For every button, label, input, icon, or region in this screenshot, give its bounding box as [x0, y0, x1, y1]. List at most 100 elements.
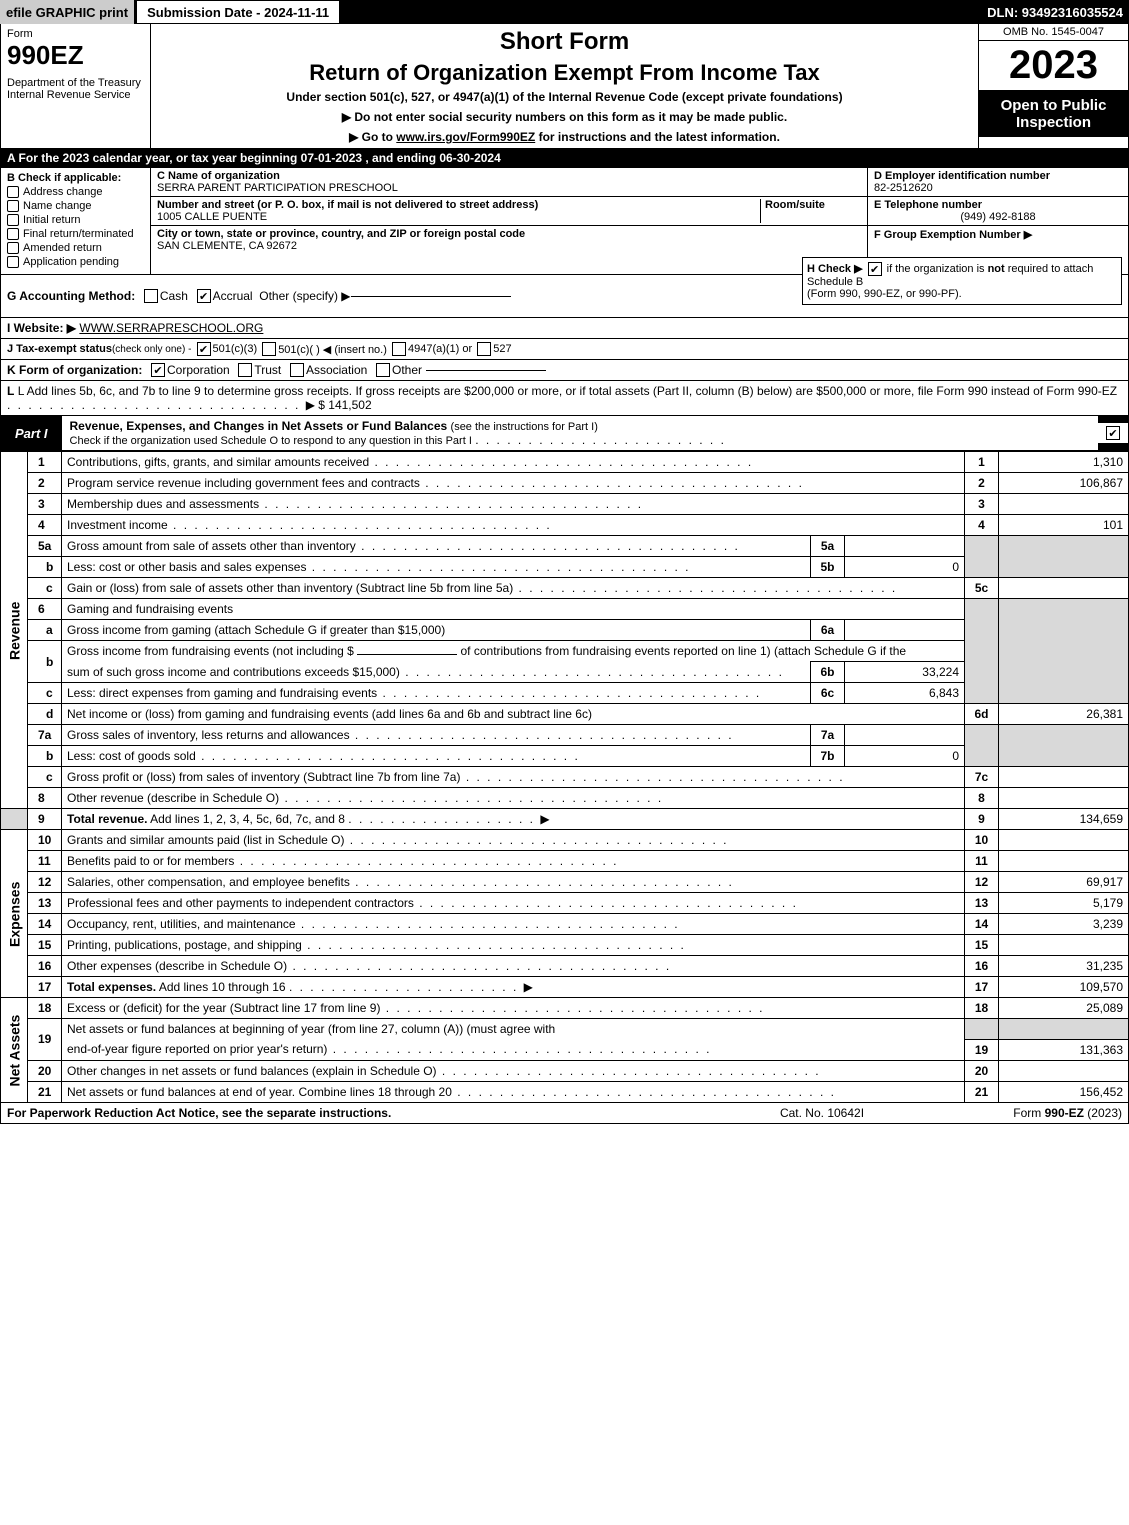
line-5a-mn: 5a [811, 536, 845, 557]
chk-other-org[interactable] [376, 363, 390, 377]
line-9-rot-grey [1, 809, 28, 830]
line-19-rv-grey [999, 1019, 1129, 1040]
chk-527[interactable] [477, 342, 491, 356]
other-specify-input[interactable] [351, 296, 511, 297]
submission-date: Submission Date - 2024-11-11 [136, 0, 340, 24]
line-14-num: 14 [28, 914, 62, 935]
section-b: B Check if applicable: Address change Na… [1, 168, 151, 274]
part-i-checkbox[interactable]: ✔ [1098, 423, 1128, 444]
line-11-rn: 11 [965, 851, 999, 872]
org-name: SERRA PARENT PARTICIPATION PRESCHOOL [157, 182, 861, 194]
line-16: 16 Other expenses (describe in Schedule … [1, 956, 1129, 977]
line-6a-num: a [28, 620, 62, 641]
chk-schedule-b[interactable]: ✔ [868, 262, 882, 276]
line-6b-mn: 6b [811, 662, 845, 683]
line-17: 17 Total expenses. Add lines 10 through … [1, 977, 1129, 998]
chk-trust[interactable] [238, 363, 252, 377]
chk-name-change[interactable]: Name change [7, 200, 144, 212]
line-5a: 5a Gross amount from sale of assets othe… [1, 536, 1129, 557]
chk-501c[interactable] [262, 342, 276, 356]
form-number: 990EZ [7, 40, 144, 71]
line-16-desc: Other expenses (describe in Schedule O) [62, 956, 965, 977]
chk-application-pending[interactable]: Application pending [7, 256, 144, 268]
line-19-desc1: Net assets or fund balances at beginning… [62, 1019, 965, 1040]
line-7b-num: b [28, 746, 62, 767]
line-18-desc: Excess or (deficit) for the year (Subtra… [62, 998, 965, 1019]
section-a: A For the 2023 calendar year, or tax yea… [0, 149, 1129, 168]
phone-label: E Telephone number [874, 199, 1122, 211]
chk-initial-return[interactable]: Initial return [7, 214, 144, 226]
irs-label: Internal Revenue Service [7, 89, 144, 101]
line-7b-desc: Less: cost of goods sold [62, 746, 811, 767]
chk-501c3[interactable]: ✔ [197, 342, 211, 356]
line-3-rv [999, 494, 1129, 515]
city-value: SAN CLEMENTE, CA 92672 [157, 240, 861, 252]
line-9-desc: Total revenue. Add lines 1, 2, 3, 4, 5c,… [62, 809, 965, 830]
line-21-desc: Net assets or fund balances at end of ye… [62, 1081, 965, 1102]
chk-527-label: 527 [493, 343, 511, 355]
line-7c-rn: 7c [965, 767, 999, 788]
line-5b: b Less: cost or other basis and sales ex… [1, 557, 1129, 578]
line-10-desc: Grants and similar amounts paid (list in… [62, 830, 965, 851]
chk-cash-label: Cash [160, 289, 188, 303]
line-17-num: 17 [28, 977, 62, 998]
chk-address-change[interactable]: Address change [7, 186, 144, 198]
line-6b-blank[interactable] [357, 654, 457, 655]
instruction-2-pre: ▶ Go to [349, 130, 396, 144]
chk-amended-return-label: Amended return [23, 242, 102, 254]
line-20-num: 20 [28, 1060, 62, 1081]
line-16-rv: 31,235 [999, 956, 1129, 977]
phone-value: (949) 492-8188 [874, 211, 1122, 223]
website-link[interactable]: WWW.SERRAPRESCHOOL.ORG [79, 321, 263, 335]
line-6-num: 6 [28, 599, 62, 620]
line-18: Net Assets 18 Excess or (deficit) for th… [1, 998, 1129, 1019]
efile-graphic-print: efile GRAPHIC print [0, 0, 136, 24]
line-16-num: 16 [28, 956, 62, 977]
footer-right: Form 990-EZ (2023) [922, 1106, 1122, 1120]
net-assets-label: Net Assets [1, 998, 28, 1103]
part-i-desc: Revenue, Expenses, and Changes in Net As… [62, 416, 1098, 450]
line-19-rn: 19 [965, 1039, 999, 1060]
part-i-header: Part I Revenue, Expenses, and Changes in… [0, 416, 1129, 451]
chk-association[interactable] [290, 363, 304, 377]
line-7c-rv [999, 767, 1129, 788]
line-13-rv: 5,179 [999, 893, 1129, 914]
chk-4947a1[interactable] [392, 342, 406, 356]
line-19-rn-grey [965, 1019, 999, 1040]
checkbox-icon [7, 186, 19, 198]
line-6-rv-grey [999, 599, 1129, 704]
top-bar: efile GRAPHIC print Submission Date - 20… [0, 0, 1129, 24]
line-1-rv: 1,310 [999, 452, 1129, 473]
chk-accrual[interactable]: ✔ [197, 289, 211, 303]
line-20-rn: 20 [965, 1060, 999, 1081]
line-12-rn: 12 [965, 872, 999, 893]
section-g-label: G Accounting Method: [7, 289, 135, 303]
line-20-rv [999, 1060, 1129, 1081]
line-6c-mn: 6c [811, 683, 845, 704]
section-j: J Tax-exempt status (check only one) - ✔… [0, 339, 1129, 360]
line-8-num: 8 [28, 788, 62, 809]
line-17-rv: 109,570 [999, 977, 1129, 998]
line-4-rv: 101 [999, 515, 1129, 536]
part-i-sub: Check if the organization used Schedule … [70, 435, 472, 447]
line-7b-mn: 7b [811, 746, 845, 767]
chk-corporation[interactable]: ✔ [151, 363, 165, 377]
other-org-input[interactable] [426, 370, 546, 371]
line-6b-num: b [28, 641, 62, 683]
footer-center: Cat. No. 10642I [722, 1106, 922, 1120]
line-3-desc: Membership dues and assessments [62, 494, 965, 515]
line-14: 14 Occupancy, rent, utilities, and maint… [1, 914, 1129, 935]
main-title: Return of Organization Exempt From Incom… [159, 60, 970, 86]
line-7a: 7a Gross sales of inventory, less return… [1, 725, 1129, 746]
line-5c-rv [999, 578, 1129, 599]
line-2-rn: 2 [965, 473, 999, 494]
line-10-rn: 10 [965, 830, 999, 851]
irs-link[interactable]: www.irs.gov/Form990EZ [396, 130, 535, 144]
line-6c-num: c [28, 683, 62, 704]
chk-final-return-label: Final return/terminated [23, 228, 134, 240]
chk-amended-return[interactable]: Amended return [7, 242, 144, 254]
chk-final-return[interactable]: Final return/terminated [7, 228, 144, 240]
section-k-label: K Form of organization: [7, 363, 142, 377]
line-18-rn: 18 [965, 998, 999, 1019]
chk-cash[interactable] [144, 289, 158, 303]
